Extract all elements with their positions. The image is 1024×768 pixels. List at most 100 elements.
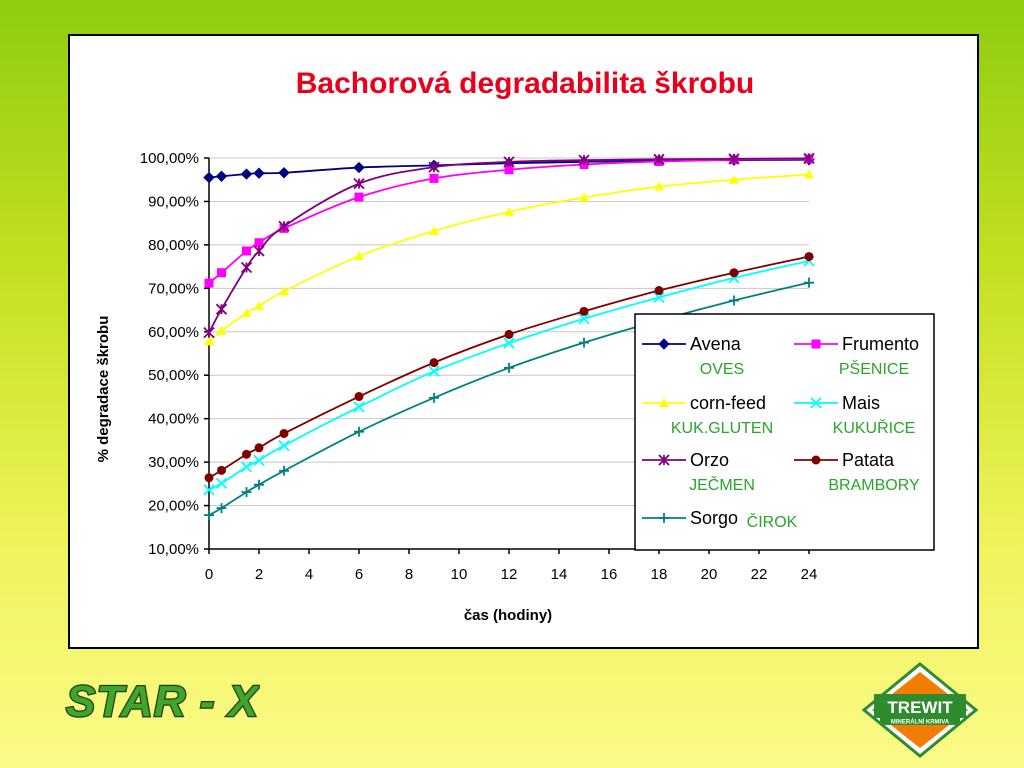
- chart-title: Bachorová degradabilita škrobu: [296, 67, 754, 100]
- data-point: [503, 337, 515, 349]
- y-tick-label: 80,00%: [148, 237, 199, 254]
- series-frumento: [204, 154, 814, 288]
- legend-item: Avena OVES: [642, 334, 744, 378]
- data-point: [654, 286, 664, 296]
- legend-label: Frumento: [842, 334, 919, 354]
- data-point: [279, 465, 289, 476]
- data-point: [653, 291, 665, 304]
- data-point: [804, 252, 814, 262]
- legend-translation: PŠENICE: [839, 359, 909, 378]
- legend-label: Sorgo: [690, 508, 738, 528]
- series-orzo: [203, 152, 815, 339]
- y-tick-label: 60,00%: [148, 324, 199, 341]
- y-tick-label: 70,00%: [148, 280, 199, 297]
- x-axis-label: čas (hodiny): [464, 607, 552, 624]
- data-point: [240, 461, 253, 473]
- y-tick-label: 90,00%: [148, 193, 199, 210]
- data-point: [215, 477, 228, 490]
- data-point: [578, 313, 590, 325]
- x-tick-label: 20: [701, 566, 718, 583]
- data-point: [216, 503, 227, 514]
- data-point: [579, 192, 589, 202]
- data-point: [215, 170, 228, 182]
- y-tick-label: 40,00%: [148, 411, 199, 428]
- legend-label: Avena: [690, 334, 742, 354]
- data-point: [578, 154, 590, 166]
- x-tick-label: 16: [601, 566, 618, 583]
- data-point: [278, 220, 290, 232]
- x-tick-label: 0: [205, 566, 213, 583]
- trewit-logo-subtext: MINERÁLNÍ KRMIVA: [891, 718, 950, 726]
- data-point: [728, 153, 740, 165]
- series-corn-feed: [204, 169, 814, 346]
- series-line: [208, 157, 810, 334]
- legend-label: Patata: [842, 450, 895, 470]
- star-x-logo-text: STAR - X: [66, 677, 260, 726]
- legend-item: Patata BRAMBORY: [794, 450, 920, 494]
- series-line: [208, 157, 810, 284]
- legend-translation: OVES: [700, 361, 744, 378]
- series-layer: [203, 152, 815, 521]
- data-point: [254, 301, 264, 311]
- data-point: [729, 268, 739, 278]
- x-tick-label: 24: [801, 566, 818, 583]
- data-point: [504, 362, 514, 373]
- data-point: [253, 454, 265, 467]
- data-point: [240, 168, 253, 180]
- trewit-subband: [880, 717, 960, 725]
- data-point: [503, 156, 515, 168]
- data-point: [811, 455, 821, 465]
- data-point: [429, 358, 439, 368]
- data-point: [254, 443, 264, 453]
- data-point: [654, 181, 664, 191]
- data-point: [203, 327, 215, 339]
- legend-item: corn-feed KUK.GLUTEN: [642, 393, 773, 437]
- data-point: [658, 338, 670, 350]
- x-tick-label: 10: [451, 566, 468, 583]
- y-tick-label: 100,00%: [140, 150, 199, 167]
- series-patata: [204, 252, 814, 483]
- legend-translation: ČIROK: [747, 512, 798, 531]
- x-tick-label: 22: [751, 566, 768, 583]
- data-point: [659, 513, 669, 523]
- data-point: [659, 398, 669, 407]
- chart-frame: Bachorová degradabilita škrobu 10,00% 20,…: [68, 34, 979, 649]
- data-point: [242, 246, 251, 256]
- data-point: [204, 473, 214, 483]
- data-point: [279, 286, 289, 296]
- trewit-band: [874, 694, 966, 718]
- data-point: [804, 169, 814, 179]
- data-point: [354, 192, 364, 202]
- data-point: [354, 426, 364, 437]
- data-point: [428, 161, 440, 173]
- legend-translation: KUK.GLUTEN: [671, 420, 773, 437]
- data-point: [429, 173, 439, 183]
- data-point: [579, 306, 589, 316]
- legend-item: Frumento PŠENICE: [794, 334, 919, 378]
- legend-translation: BRAMBORY: [828, 477, 920, 494]
- y-tick-label: 20,00%: [148, 498, 199, 515]
- data-point: [653, 153, 665, 165]
- legend-label: Mais: [842, 393, 880, 413]
- data-point: [242, 449, 251, 459]
- x-tick-label: 8: [405, 566, 413, 583]
- legend-label: Orzo: [690, 450, 729, 470]
- data-point: [204, 336, 214, 346]
- y-axis-label: % degradace škrobu: [95, 316, 112, 463]
- legend-item: Sorgo ČIROK: [642, 508, 798, 531]
- data-point: [804, 277, 814, 288]
- data-point: [278, 167, 290, 179]
- data-point: [241, 308, 252, 318]
- data-point: [240, 261, 253, 274]
- data-point: [353, 177, 365, 190]
- data-point: [278, 439, 290, 452]
- x-tick-label: 18: [651, 566, 668, 583]
- data-point: [203, 484, 215, 496]
- data-point: [204, 510, 214, 521]
- axes: 10,00% 20,00% 30,00% 40,00% 50,00% 60,00% 70,0…: [140, 150, 818, 583]
- starch-degradability-chart: Bachorová degradabilita škrobu 10,00% 20,…: [95, 67, 935, 624]
- legend-item: Orzo JEČMEN: [642, 450, 755, 494]
- data-point: [217, 268, 226, 278]
- trewit-logo-text: TREWIT: [887, 698, 953, 717]
- legend-label: corn-feed: [690, 393, 766, 413]
